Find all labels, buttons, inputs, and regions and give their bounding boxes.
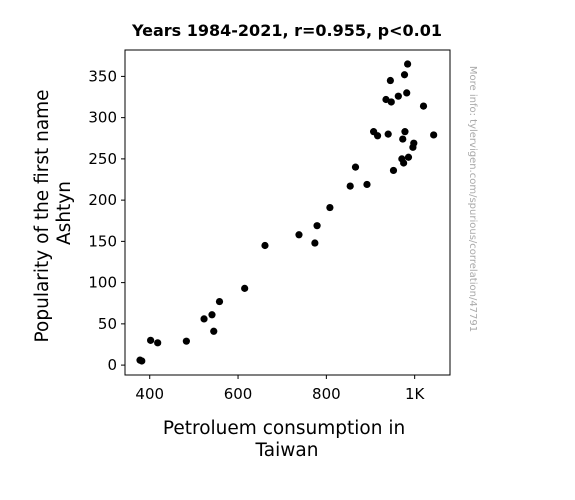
data-point bbox=[154, 339, 162, 347]
y-tick-label: 0 bbox=[107, 356, 117, 374]
y-tick-label: 50 bbox=[98, 315, 117, 333]
y-axis-ticks: 0 50 100 150 200 250 300 350 bbox=[88, 67, 125, 374]
data-point bbox=[351, 163, 360, 171]
data-point bbox=[404, 60, 412, 68]
data-point bbox=[241, 284, 249, 292]
data-point bbox=[261, 241, 269, 250]
y-tick-label: 300 bbox=[88, 109, 117, 127]
y-tick-label: 350 bbox=[88, 67, 117, 85]
data-point bbox=[313, 222, 321, 230]
data-point bbox=[326, 203, 334, 212]
data-points bbox=[136, 60, 438, 365]
data-point bbox=[210, 327, 218, 335]
x-tick-label: 400 bbox=[135, 385, 164, 403]
data-point bbox=[215, 297, 224, 306]
data-point bbox=[386, 76, 394, 85]
x-tick-label: 800 bbox=[312, 385, 341, 403]
data-point bbox=[430, 131, 438, 139]
data-point bbox=[138, 357, 146, 365]
data-point bbox=[208, 311, 216, 319]
data-point bbox=[389, 166, 398, 175]
data-point bbox=[403, 89, 411, 97]
y-axis-label-line-2: Ashtyn bbox=[54, 181, 75, 245]
data-point bbox=[200, 315, 208, 323]
data-point bbox=[346, 182, 354, 190]
y-axis-label-line-1: Popularity of the first name bbox=[32, 89, 53, 342]
source-watermark: More info: tylervigen.com/spurious/corre… bbox=[467, 66, 478, 332]
chart-title: Years 1984-2021, r=0.955, p<0.01 bbox=[131, 21, 442, 40]
data-point bbox=[311, 239, 319, 247]
y-tick-label: 150 bbox=[88, 232, 117, 250]
y-tick-label: 200 bbox=[88, 191, 117, 209]
data-point bbox=[295, 231, 303, 239]
data-point bbox=[401, 128, 409, 136]
x-axis-label-line-2: Taiwan bbox=[255, 440, 319, 461]
data-point bbox=[394, 92, 402, 100]
data-point bbox=[404, 153, 413, 161]
data-point bbox=[410, 139, 418, 147]
data-point bbox=[182, 337, 190, 345]
x-tick-label: 600 bbox=[224, 385, 253, 403]
data-point bbox=[387, 98, 395, 106]
data-point bbox=[400, 159, 408, 167]
x-tick-label: 1K bbox=[405, 385, 426, 403]
data-point bbox=[373, 132, 382, 140]
y-tick-label: 250 bbox=[88, 150, 117, 168]
data-point bbox=[363, 180, 371, 189]
plot-frame bbox=[124, 49, 451, 376]
data-point bbox=[147, 336, 155, 344]
data-point bbox=[419, 102, 428, 110]
data-point bbox=[400, 71, 409, 79]
data-point bbox=[399, 135, 407, 143]
x-axis-label: Petroluem consumption in Taiwan bbox=[163, 418, 411, 461]
data-point bbox=[384, 130, 392, 138]
y-axis-label: Popularity of the first name Ashtyn bbox=[32, 84, 75, 343]
x-axis-label-line-1: Petroluem consumption in bbox=[163, 418, 405, 439]
y-tick-label: 100 bbox=[88, 274, 117, 292]
x-axis-ticks: 400 600 800 1K bbox=[135, 375, 426, 403]
